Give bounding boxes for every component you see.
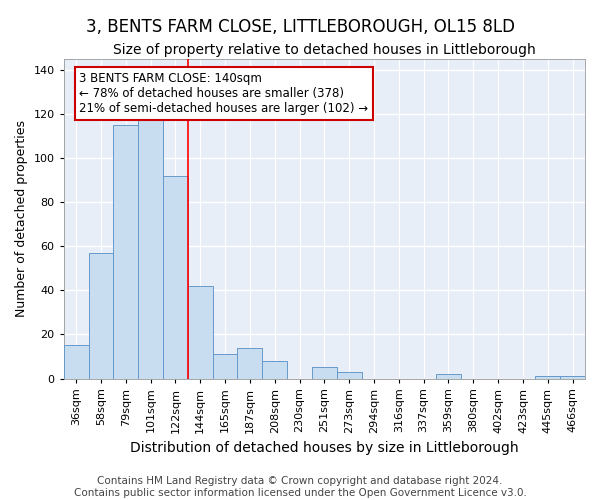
X-axis label: Distribution of detached houses by size in Littleborough: Distribution of detached houses by size …: [130, 441, 518, 455]
Bar: [337, 372, 362, 378]
Bar: [560, 376, 585, 378]
Text: Contains HM Land Registry data © Crown copyright and database right 2024.
Contai: Contains HM Land Registry data © Crown c…: [74, 476, 526, 498]
Bar: [163, 176, 188, 378]
Bar: [212, 354, 238, 378]
Text: 3 BENTS FARM CLOSE: 140sqm
← 78% of detached houses are smaller (378)
21% of sem: 3 BENTS FARM CLOSE: 140sqm ← 78% of deta…: [79, 72, 368, 115]
Bar: [312, 368, 337, 378]
Bar: [262, 361, 287, 378]
Text: 3, BENTS FARM CLOSE, LITTLEBOROUGH, OL15 8LD: 3, BENTS FARM CLOSE, LITTLEBOROUGH, OL15…: [86, 18, 515, 36]
Bar: [64, 346, 89, 378]
Bar: [535, 376, 560, 378]
Bar: [113, 125, 138, 378]
Bar: [238, 348, 262, 378]
Title: Size of property relative to detached houses in Littleborough: Size of property relative to detached ho…: [113, 42, 536, 56]
Bar: [436, 374, 461, 378]
Bar: [89, 253, 113, 378]
Bar: [188, 286, 212, 378]
Bar: [138, 118, 163, 378]
Y-axis label: Number of detached properties: Number of detached properties: [15, 120, 28, 318]
